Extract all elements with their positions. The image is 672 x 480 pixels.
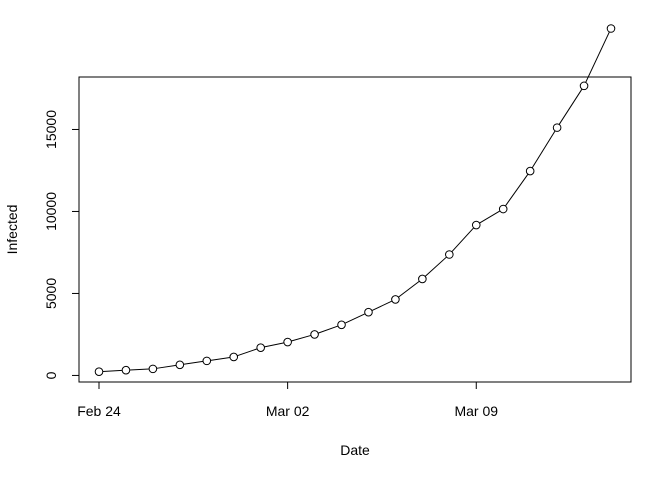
data-point (606, 24, 616, 33)
series-line-segment (317, 325, 339, 334)
data-point (445, 250, 454, 259)
data-point (148, 364, 158, 374)
plot-area-frame (78, 76, 632, 383)
series-line-segment (531, 130, 556, 169)
x-tick-label: Mar 09 (454, 403, 498, 419)
series-line-segment (585, 31, 610, 83)
data-point (310, 330, 319, 339)
data-point (364, 307, 373, 317)
x-tick-label: Feb 24 (77, 403, 121, 419)
series-line-segment (291, 334, 312, 342)
series-line-segment (371, 300, 393, 312)
series-layer (94, 24, 616, 376)
data-point (391, 295, 400, 304)
x-tick-label: Mar 02 (266, 403, 310, 419)
y-tick-label: 5000 (43, 278, 59, 309)
series-line-segment (479, 210, 501, 224)
series-line-segment (451, 227, 475, 253)
data-point (471, 220, 481, 230)
y-axis-label: Infected (4, 205, 20, 255)
data-point (202, 356, 212, 366)
data-point (121, 365, 131, 375)
series-line-segment (505, 173, 529, 207)
series-line-segment (183, 360, 204, 365)
series-line-segment (237, 348, 258, 357)
series-line-segment (129, 368, 150, 371)
y-tick-label: 15000 (43, 110, 59, 149)
data-point (418, 274, 427, 284)
data-point (579, 81, 589, 91)
x-axis-label: Date (340, 442, 370, 458)
y-axis: 0 5000 10000 15000 (43, 110, 80, 379)
data-point (229, 352, 239, 362)
series-line-segment (398, 280, 420, 298)
data-point (283, 337, 292, 347)
x-axis: Feb 24 Mar 02 Mar 09 (77, 381, 498, 419)
data-point (552, 123, 562, 132)
data-point (337, 320, 346, 330)
series-line-segment (264, 342, 285, 348)
data-point (175, 360, 185, 370)
series-line-segment (102, 369, 123, 372)
series-line-segment (424, 256, 447, 277)
series-line-segment (344, 313, 366, 324)
data-point (256, 343, 265, 352)
series-line-segment (156, 364, 177, 369)
data-point (525, 166, 535, 176)
data-point (498, 204, 508, 214)
y-tick-label: 0 (43, 371, 59, 379)
data-point (94, 367, 104, 376)
y-tick-label: 10000 (43, 192, 59, 231)
series-line-segment (558, 88, 583, 125)
series-line-segment (210, 356, 231, 361)
